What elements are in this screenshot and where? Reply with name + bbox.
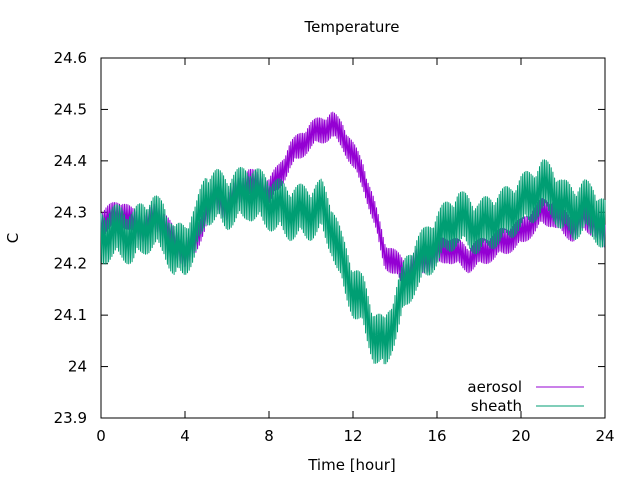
series-line-sheath <box>100 159 606 365</box>
y-tick-label: 24.2 <box>54 255 87 273</box>
x-tick-label: 12 <box>343 427 362 445</box>
y-axis-label: C <box>4 233 22 243</box>
y-tick-label: 24.6 <box>54 49 87 67</box>
x-axis-label: Time [hour] <box>307 456 396 474</box>
chart-title: Temperature <box>303 18 399 36</box>
x-tick-label: 0 <box>96 427 106 445</box>
y-tick-label: 23.9 <box>54 409 87 427</box>
y-tick-label: 24.5 <box>54 100 87 118</box>
x-tick-label: 8 <box>264 427 274 445</box>
axis-ticks: 0 4 8 12 16 20 24 23.9 24 24.1 24.2 24.3 24.4 24.5 24.… <box>54 49 615 445</box>
x-tick-label: 4 <box>180 427 190 445</box>
legend-label-sheath: sheath <box>471 397 522 415</box>
legend-label-aerosol: aerosol <box>467 378 522 396</box>
y-tick-label: 24.4 <box>54 152 87 170</box>
y-tick-label: 24.3 <box>54 203 87 221</box>
x-tick-label: 16 <box>427 427 446 445</box>
x-tick-label: 20 <box>511 427 530 445</box>
y-tick-label: 24 <box>68 358 87 376</box>
series-layer <box>100 111 606 365</box>
x-tick-label: 24 <box>595 427 614 445</box>
y-tick-label: 24.1 <box>54 306 87 324</box>
